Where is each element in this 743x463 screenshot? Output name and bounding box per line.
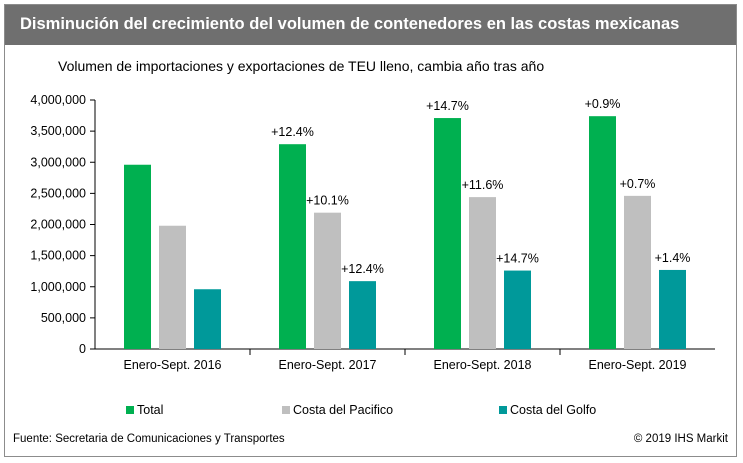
bar bbox=[159, 225, 186, 349]
legend-swatch bbox=[282, 406, 290, 414]
y-tick-label: 500,000 bbox=[41, 311, 86, 325]
x-tick-label: Enero-Sept. 2016 bbox=[124, 358, 222, 372]
bar bbox=[434, 118, 461, 350]
bar bbox=[659, 269, 686, 349]
data-label: +10.1% bbox=[306, 194, 349, 208]
legend-swatch bbox=[126, 406, 134, 414]
y-tick-label: 1,500,000 bbox=[30, 249, 86, 263]
y-tick-label: 2,500,000 bbox=[30, 186, 86, 200]
bar bbox=[194, 289, 221, 349]
data-label: +0.9% bbox=[585, 97, 621, 111]
y-tick-label: 3,500,000 bbox=[30, 124, 86, 138]
data-label: +14.7% bbox=[496, 252, 539, 266]
data-label: +12.4% bbox=[341, 262, 384, 276]
bar bbox=[349, 281, 376, 349]
bar bbox=[314, 212, 341, 349]
legend-label: Costa del Golfo bbox=[510, 403, 596, 417]
x-tick-label: Enero-Sept. 2017 bbox=[279, 358, 377, 372]
data-label: +11.6% bbox=[462, 178, 504, 192]
bar bbox=[279, 144, 306, 349]
legend-label: Total bbox=[137, 403, 163, 417]
y-tick-label: 1,000,000 bbox=[30, 280, 86, 294]
y-tick-label: 4,000,000 bbox=[30, 93, 86, 107]
copyright-note: © 2019 IHS Markit bbox=[633, 433, 728, 445]
x-tick-label: Enero-Sept. 2019 bbox=[589, 358, 687, 372]
bar bbox=[504, 270, 531, 349]
legend-label: Costa del Pacifico bbox=[293, 403, 393, 417]
bar bbox=[469, 197, 496, 349]
data-label: +0.7% bbox=[620, 177, 656, 191]
y-tick-label: 0 bbox=[79, 342, 86, 356]
x-tick-label: Enero-Sept. 2018 bbox=[434, 358, 532, 372]
y-tick-label: 2,000,000 bbox=[30, 218, 86, 232]
data-label: +12.4% bbox=[271, 125, 314, 139]
chart-subtitle: Volumen de importaciones y exportaciones… bbox=[58, 58, 544, 74]
bar bbox=[589, 116, 616, 349]
y-tick-label: 3,000,000 bbox=[30, 155, 86, 169]
legend-swatch bbox=[499, 406, 507, 414]
data-label: +1.4% bbox=[655, 251, 691, 265]
title-bar: Disminución del crecimiento del volumen … bbox=[5, 5, 736, 45]
bar bbox=[624, 195, 651, 349]
data-label: +14.7% bbox=[426, 99, 469, 113]
chart-title: Disminución del crecimiento del volumen … bbox=[20, 15, 680, 33]
source-note: Fuente: Secretaria de Comunicaciones y T… bbox=[13, 433, 285, 445]
bar bbox=[124, 164, 151, 349]
